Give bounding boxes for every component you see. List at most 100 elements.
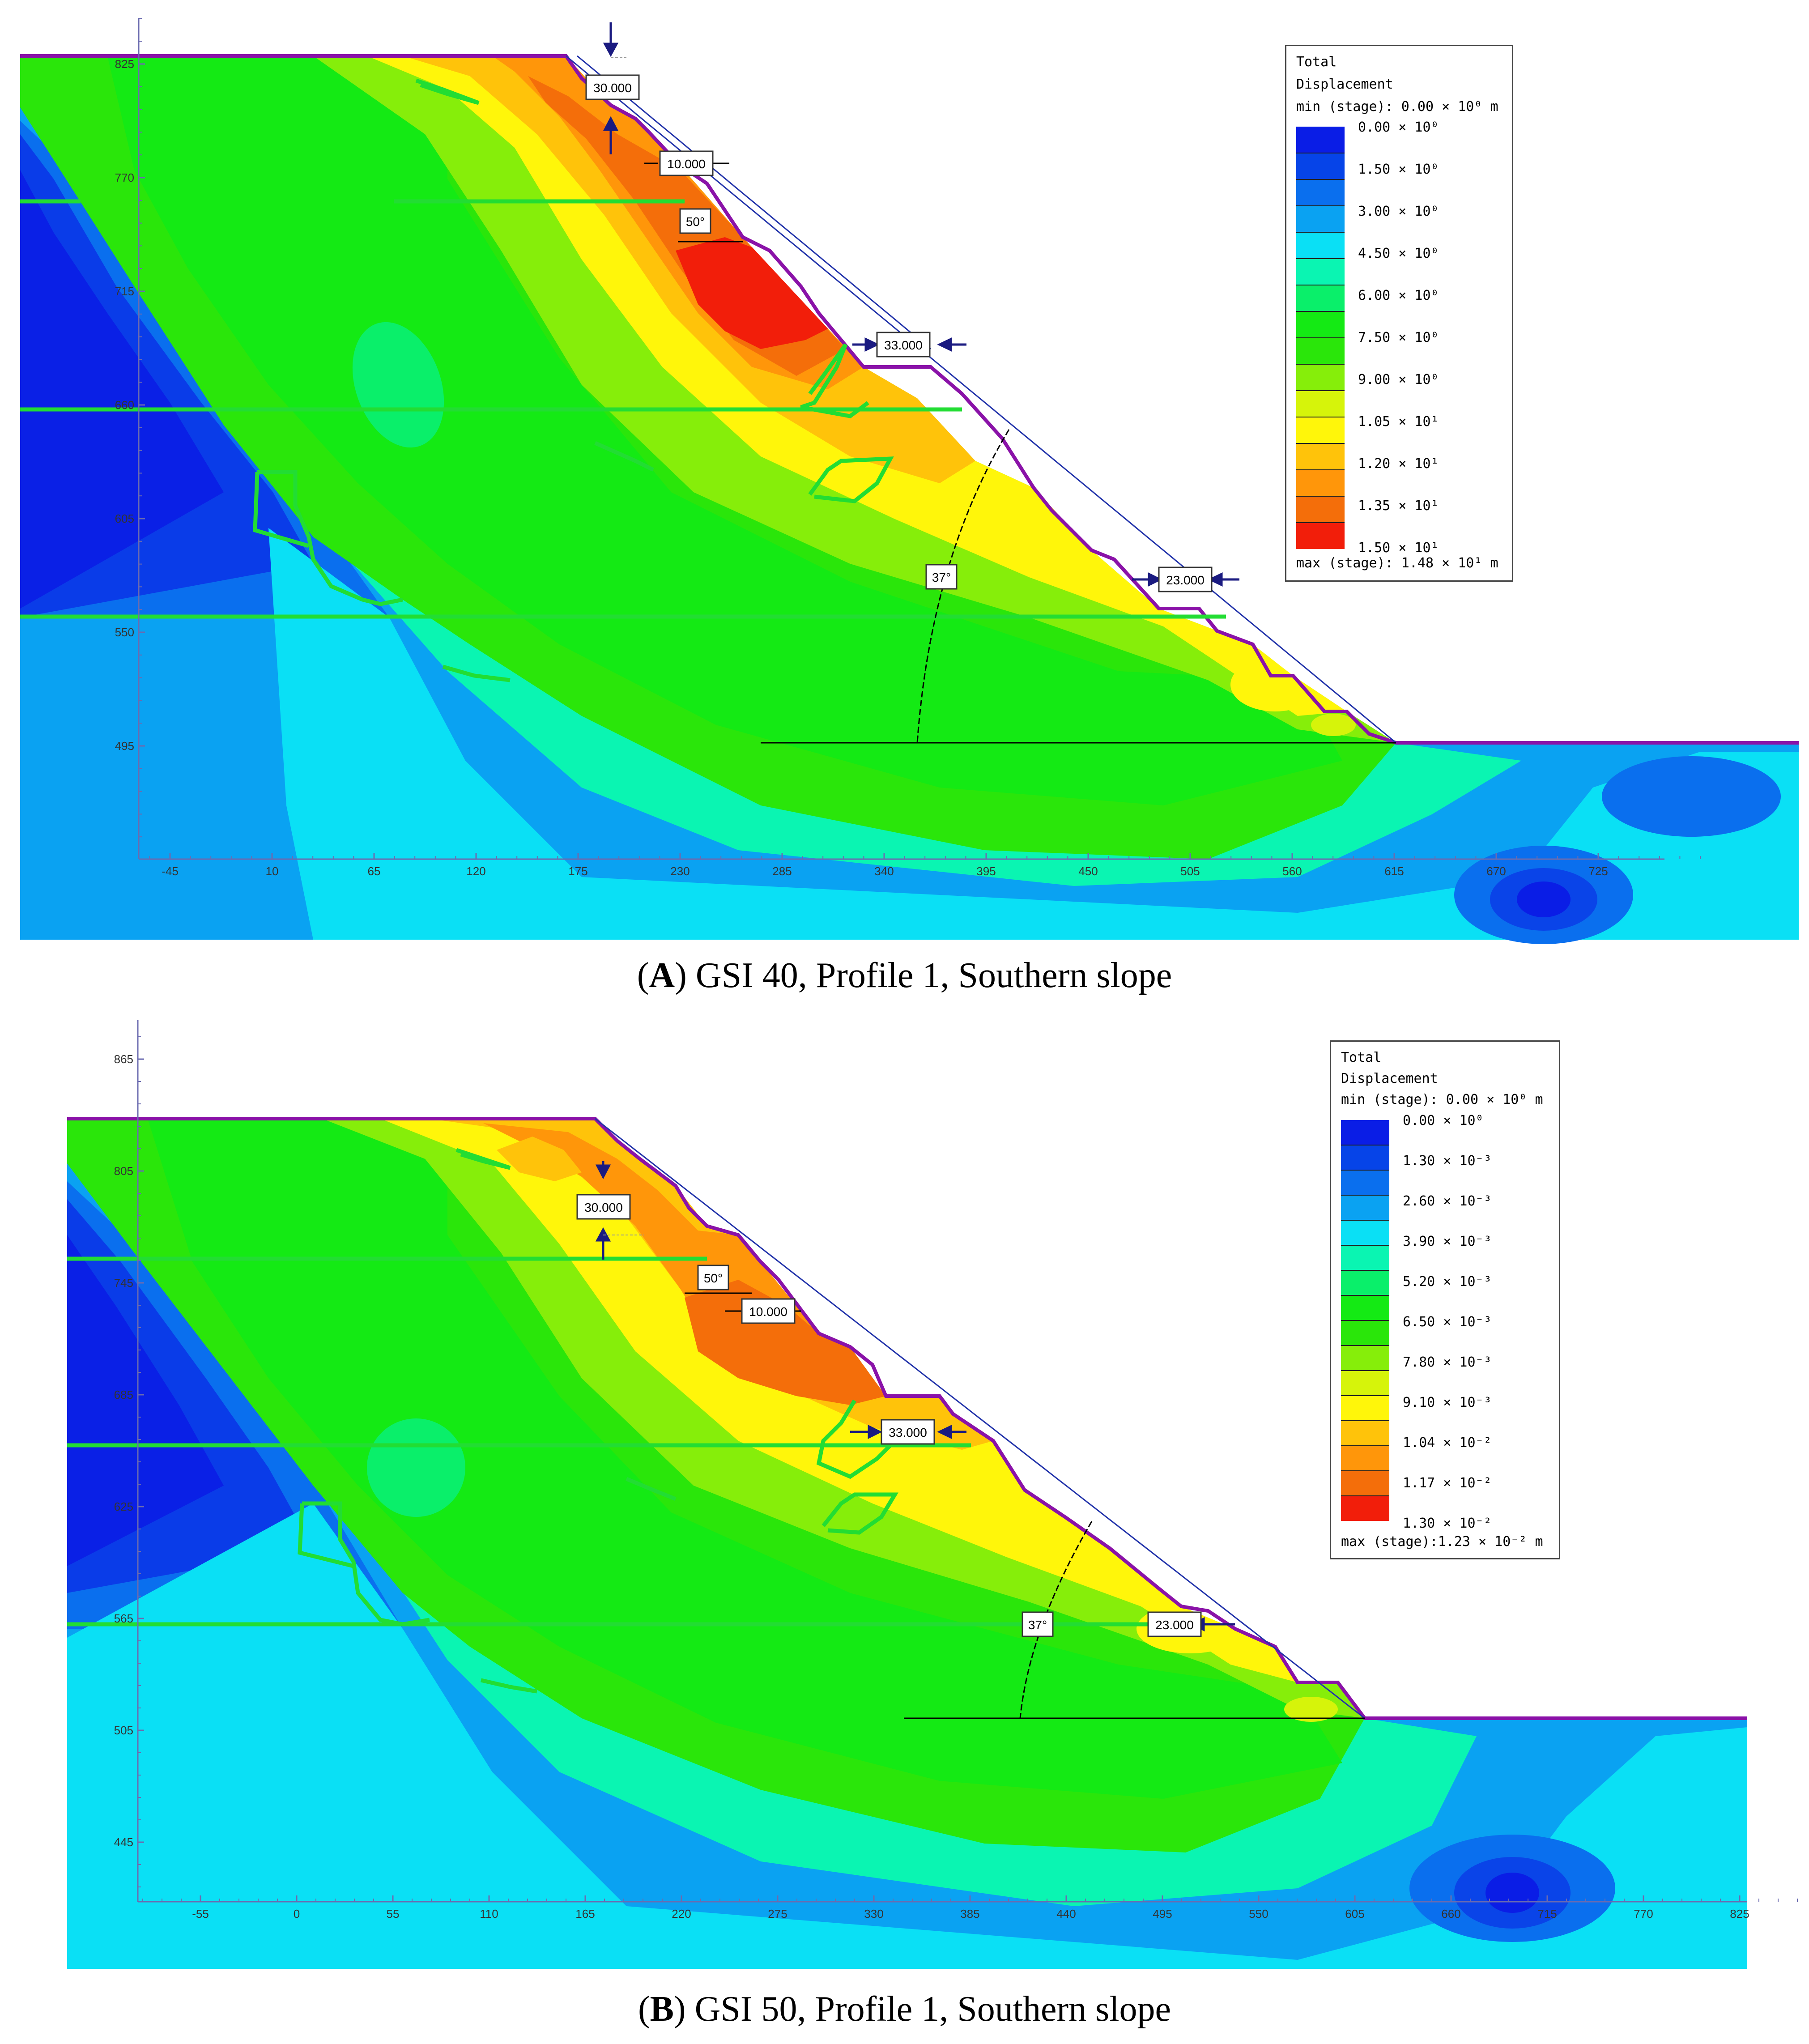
x-tick-label: -55: [192, 1907, 209, 1921]
guide-lines-b: [595, 1118, 1365, 1719]
legend-swatch: [1296, 470, 1345, 496]
x-tick-label: 385: [960, 1907, 979, 1921]
legend-separator: [1296, 364, 1345, 365]
callout-overall-angle-b: 37°: [1022, 1611, 1054, 1637]
y-tick-label: 605: [115, 512, 134, 525]
legend-swatch: [1341, 1396, 1389, 1421]
y-tick-label: 770: [115, 171, 134, 184]
legend-separator: [1341, 1245, 1389, 1246]
contour-bands-a: [20, 18, 1799, 944]
y-tick-label: 495: [115, 739, 134, 753]
legend-level-label: 7.80 × 10⁻³: [1403, 1354, 1492, 1370]
legend-swatch: [1341, 1270, 1389, 1295]
x-tick-label: 550: [1249, 1907, 1268, 1921]
y-tick-label: 825: [115, 57, 134, 71]
x-tick-label: 605: [1345, 1907, 1364, 1921]
legend-level-label: 1.17 × 10⁻²: [1403, 1475, 1492, 1491]
legend-subtitle-b: Displacement: [1341, 1071, 1438, 1086]
callout-mid-bench-b: 33.000: [881, 1419, 935, 1445]
svg-text:33.000: 33.000: [884, 338, 923, 352]
x-tick-label: 55: [387, 1907, 400, 1921]
x-tick-label: 440: [1056, 1907, 1076, 1921]
legend-separator: [1296, 205, 1345, 206]
x-tick-label: 110: [480, 1907, 498, 1921]
legend-level-label: 1.50 × 10¹: [1358, 540, 1439, 556]
svg-text:30.000: 30.000: [593, 81, 632, 95]
legend-level-label: 5.20 × 10⁻³: [1403, 1274, 1492, 1290]
legend-level-label: 1.20 × 10¹: [1358, 456, 1439, 472]
x-tick-label: 220: [672, 1907, 691, 1921]
legend-separator: [1341, 1470, 1389, 1471]
y-tick-label: 550: [115, 626, 134, 639]
x-tick-label: 670: [1486, 864, 1506, 878]
legend-a: Total Displacement min (stage): 0.00 × 1…: [1285, 45, 1513, 582]
legend-level-label: 7.50 × 10⁰: [1358, 330, 1439, 345]
legend-level-label: 6.00 × 10⁰: [1358, 288, 1439, 303]
legend-swatch: [1341, 1346, 1389, 1371]
legend-swatch: [1341, 1145, 1389, 1170]
legend-swatch: [1341, 1245, 1389, 1270]
caption-a: (A) GSI 40, Profile 1, Southern slope: [637, 956, 1172, 995]
slope-boundary-b: [67, 1117, 1747, 1720]
legend-separator: [1296, 337, 1345, 338]
x-tick-label: 450: [1078, 864, 1098, 878]
legend-swatch: [1296, 259, 1345, 285]
slope-boundary-a: [20, 54, 1799, 745]
y-tick-label: 745: [114, 1276, 133, 1290]
y-tick-label: 805: [114, 1164, 133, 1178]
x-tick-label: 230: [670, 864, 690, 878]
svg-text:10.000: 10.000: [667, 157, 706, 171]
legend-min-b: min (stage): 0.00 × 10⁰ m: [1341, 1092, 1543, 1107]
x-tick-label: 175: [568, 864, 587, 878]
x-tick-label: 660: [1441, 1907, 1460, 1921]
legend-level-label: 1.30 × 10⁻³: [1403, 1153, 1492, 1169]
svg-text:37°: 37°: [1028, 1618, 1047, 1632]
legend-separator: [1296, 390, 1345, 391]
legend-separator: [1296, 469, 1345, 470]
legend-swatch: [1296, 311, 1345, 338]
x-tick-label: 275: [768, 1907, 787, 1921]
joints-a: [20, 78, 1226, 682]
svg-text:23.000: 23.000: [1166, 573, 1205, 587]
legend-swatch: [1341, 1371, 1389, 1396]
y-tick-label: 565: [114, 1612, 133, 1625]
y-tick-label: 865: [114, 1052, 133, 1066]
x-tick-label: 330: [864, 1907, 883, 1921]
panel-b: -55 0 55 110 165 220 275 330 385 440 495 550 605 660 7…: [0, 1011, 1809, 2040]
legend-level-label: 4.50 × 10⁰: [1358, 246, 1439, 261]
legend-swatch: [1296, 206, 1345, 232]
x-tick-label: 65: [368, 864, 381, 878]
legend-level-label: 9.10 × 10⁻³: [1403, 1395, 1492, 1410]
x-tick-label: -45: [162, 864, 179, 878]
legend-separator: [1341, 1195, 1389, 1196]
legend-swatch: [1296, 127, 1345, 153]
legend-level-label: 0.00 × 10⁰: [1358, 119, 1439, 135]
legend-swatch: [1341, 1220, 1389, 1245]
legend-swatch: [1341, 1295, 1389, 1320]
y-tick-label: 445: [114, 1835, 133, 1849]
legend-separator: [1296, 232, 1345, 233]
legend-separator: [1296, 258, 1345, 259]
legend-level-label: 0.00 × 10⁰: [1403, 1113, 1484, 1128]
x-tick-label: 495: [1153, 1907, 1172, 1921]
legend-title-a: Total: [1296, 54, 1337, 70]
legend-level-label: 1.04 × 10⁻²: [1403, 1435, 1492, 1451]
legend-separator: [1341, 1495, 1389, 1496]
x-tick-label: 0: [294, 1907, 300, 1921]
x-tick-label: 825: [1730, 1907, 1749, 1921]
legend-separator: [1341, 1420, 1389, 1421]
callout-top-setback-a: 30.000: [585, 74, 640, 100]
legend-level-label: 9.00 × 10⁰: [1358, 372, 1439, 388]
svg-text:30.000: 30.000: [584, 1201, 623, 1214]
x-tick-label: 505: [1180, 864, 1200, 878]
legend-separator: [1341, 1170, 1389, 1171]
svg-text:10.000: 10.000: [749, 1305, 787, 1319]
legend-swatch: [1296, 285, 1345, 311]
ticks-b: -55 0 55 110 165 220 275 330 385 440 495 550 605 660 7…: [114, 1036, 1798, 1921]
legend-swatch: [1341, 1320, 1389, 1346]
legend-swatch: [1341, 1446, 1389, 1471]
x-tick-label: 615: [1384, 864, 1404, 878]
callout-mid-bench-a: 33.000: [876, 332, 931, 358]
legend-separator: [1341, 1345, 1389, 1346]
legend-level-label: 1.35 × 10¹: [1358, 498, 1439, 514]
